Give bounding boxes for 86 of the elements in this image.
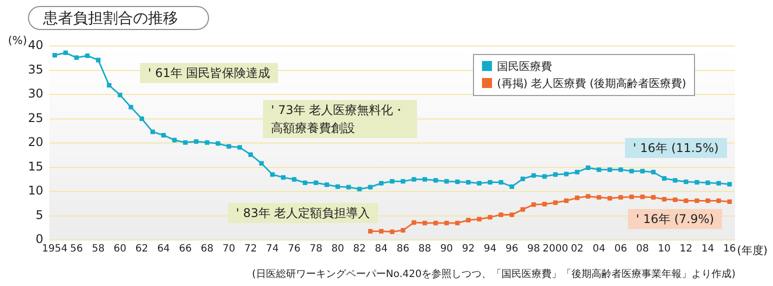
annotation: ' 16年 (7.9%) (628, 209, 722, 229)
annotation: ' 83年 老人定額負担導入 (228, 203, 378, 223)
x-tick-label: 06 (614, 244, 628, 255)
x-tick-label: 82 (353, 244, 366, 255)
y-tick-label: 20 (28, 135, 44, 150)
y-tick-label: 35 (28, 62, 44, 76)
chart-title: 患者負担割合の推移 (28, 6, 209, 30)
point (651, 195, 656, 200)
point (531, 202, 536, 207)
x-tick-label: 98 (527, 244, 540, 255)
point (412, 220, 416, 225)
x-tick-label: 64 (157, 244, 170, 255)
point (488, 214, 492, 220)
x-tick-label: 1954 (42, 244, 68, 255)
annotation: ' 73年 老人医療無料化・高額療養費創設 (263, 100, 417, 138)
point (390, 229, 394, 234)
x-tick-label: 68 (200, 244, 214, 255)
point (608, 196, 612, 201)
point (694, 198, 700, 203)
y-axis-title: (%) (8, 33, 28, 49)
point (706, 198, 710, 203)
text: (日医総研ワーキングペーパーNo.420を参照しつつ、「国民医療費」「後期高齢者医療事業年報」より作成) (252, 268, 736, 282)
x-tick-label: 16 (723, 244, 736, 255)
y-tick-label: 10 (28, 184, 44, 198)
point (564, 198, 569, 203)
y-tick-label: 40 (28, 38, 44, 52)
point (662, 197, 667, 202)
x-tick-label: 66 (178, 244, 192, 255)
point (574, 196, 580, 200)
point (553, 200, 558, 205)
point (520, 207, 526, 212)
x-tick-label: 90 (440, 244, 453, 255)
point (498, 212, 504, 218)
legend-label: 国民医療費 (496, 59, 553, 75)
x-tick-label: 02 (570, 244, 584, 255)
point (466, 218, 471, 222)
point (444, 220, 449, 226)
annotation: ' 16年 (11.5%) (625, 138, 727, 158)
x-tick-label: 70 (222, 244, 236, 255)
point (586, 194, 590, 199)
point (618, 195, 623, 200)
point (640, 194, 645, 200)
y-tick-label: 15 (28, 159, 44, 174)
point (422, 220, 428, 226)
point (596, 195, 602, 200)
x-tick-label: 14 (701, 244, 714, 255)
y-tick-label: 25 (28, 110, 44, 125)
y-tick-label: 5 (36, 208, 44, 222)
x-axis-title: (年度) (737, 243, 768, 259)
x-tick-label: 10 (658, 244, 671, 255)
x-tick-label: 94 (484, 244, 496, 255)
y-tick-label: 30 (28, 86, 44, 101)
y-tick-label: 0 (36, 232, 44, 246)
point (716, 198, 721, 203)
x-tick-label: 08 (636, 244, 649, 255)
point (378, 229, 384, 234)
point (672, 197, 678, 202)
point (542, 202, 547, 206)
x-tick-label: 56 (70, 244, 83, 255)
x-tick-label: 92 (462, 244, 475, 255)
x-tick-label: 84 (374, 244, 388, 255)
x-tick-label: 12 (680, 244, 692, 255)
x-tick-label: 72 (244, 244, 257, 255)
point (368, 229, 373, 234)
x-tick-label: 96 (506, 244, 518, 255)
point (510, 212, 514, 218)
point (727, 199, 732, 204)
x-tick-label: 80 (331, 244, 344, 255)
x-tick-label: 62 (135, 244, 148, 255)
x-tick-label: 58 (92, 244, 105, 255)
x-tick-label: 04 (592, 244, 606, 255)
annotation: ' 61年 国民皆保険達成 (140, 63, 278, 83)
x-tick-label: 78 (310, 244, 322, 255)
x-tick-label: 86 (396, 244, 410, 255)
point (684, 198, 688, 203)
x-tick-label: 74 (266, 244, 279, 255)
x-tick-label: 60 (114, 244, 126, 255)
point (629, 194, 634, 200)
x-tick-label: 88 (418, 244, 432, 255)
legend-label: (再掲) 老人医療費 (後期高齢者医療費) (496, 76, 686, 92)
point (433, 220, 438, 226)
point (455, 220, 460, 226)
x-tick-label: 2000 (542, 244, 568, 255)
point (400, 228, 406, 233)
x-tick-label: 76 (288, 244, 301, 255)
point (476, 216, 482, 222)
